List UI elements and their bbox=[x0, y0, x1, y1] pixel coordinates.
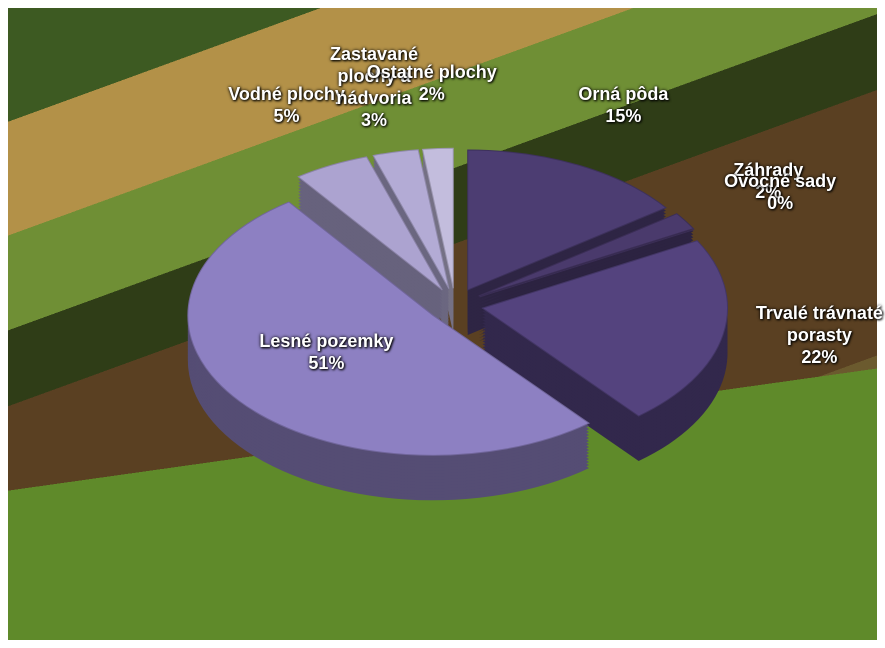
slice bbox=[467, 149, 667, 291]
slice-label: Záhrady 2% bbox=[693, 159, 843, 203]
category-name: Lesné pozemky bbox=[259, 331, 394, 352]
slice-label: Orná pôda 15% bbox=[548, 83, 698, 127]
value-label: 15% bbox=[605, 106, 642, 127]
slice-label: Zastavané plochy a nádvoria 3% bbox=[299, 43, 449, 131]
slice-label: Ostatné plochy 2% bbox=[357, 61, 507, 105]
value-label: 2% bbox=[418, 83, 445, 104]
slice bbox=[297, 156, 443, 291]
value-label: 3% bbox=[361, 110, 388, 131]
value-label: 51% bbox=[308, 353, 345, 374]
slice bbox=[187, 201, 591, 456]
slice-label: Ovocné sady 0% bbox=[705, 170, 855, 214]
slice-label: Trvalé trávnaté porasty 22% bbox=[744, 302, 885, 368]
category-name: Ovocné sady bbox=[724, 171, 837, 192]
value-label: 2% bbox=[755, 181, 782, 202]
slice-label: Vodné plochy 5% bbox=[212, 83, 362, 127]
slice-label: Lesné pozemky 51% bbox=[251, 330, 401, 374]
category-name: Zastavané plochy a nádvoria bbox=[330, 44, 419, 109]
value-label: 5% bbox=[273, 106, 300, 127]
value-label: 0% bbox=[767, 193, 794, 214]
category-name: Trvalé trávnaté porasty bbox=[755, 302, 883, 345]
category-name: Vodné plochy bbox=[228, 84, 345, 105]
slice bbox=[478, 213, 695, 297]
category-name: Záhrady bbox=[733, 159, 804, 180]
slice bbox=[481, 240, 728, 417]
slice bbox=[372, 149, 450, 289]
category-name: Ostatné plochy bbox=[366, 61, 497, 82]
value-label: 22% bbox=[801, 346, 838, 367]
slice bbox=[421, 147, 454, 289]
category-name: Orná pôda bbox=[578, 84, 669, 105]
